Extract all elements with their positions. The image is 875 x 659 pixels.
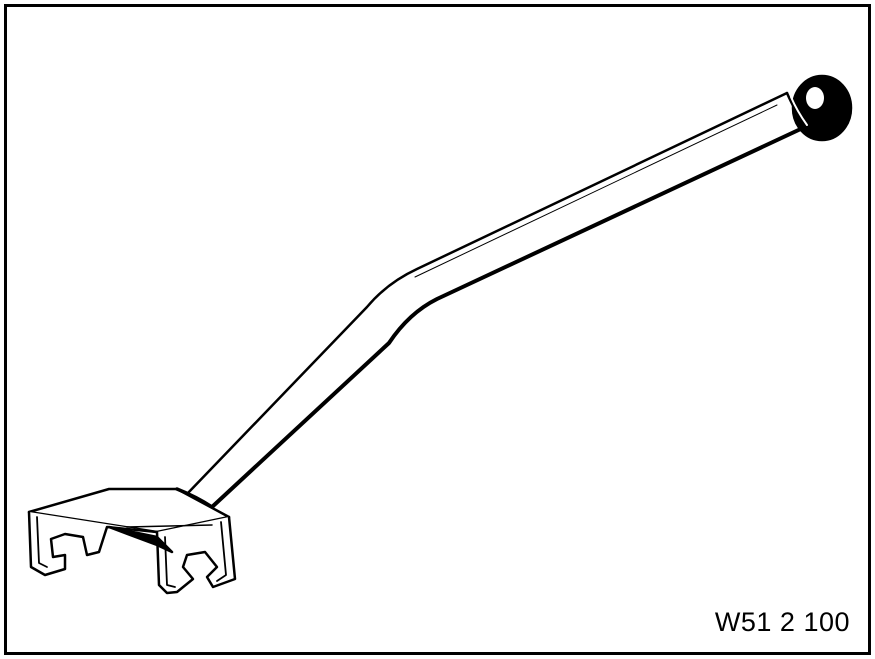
tool-illustration bbox=[27, 74, 853, 595]
forked-bracket bbox=[27, 487, 237, 595]
figure-id-label: W51 2 100 bbox=[714, 607, 850, 637]
handle-rod bbox=[185, 91, 807, 509]
figure-frame: W51 2 100 bbox=[4, 4, 871, 655]
handle-knob bbox=[785, 74, 853, 142]
